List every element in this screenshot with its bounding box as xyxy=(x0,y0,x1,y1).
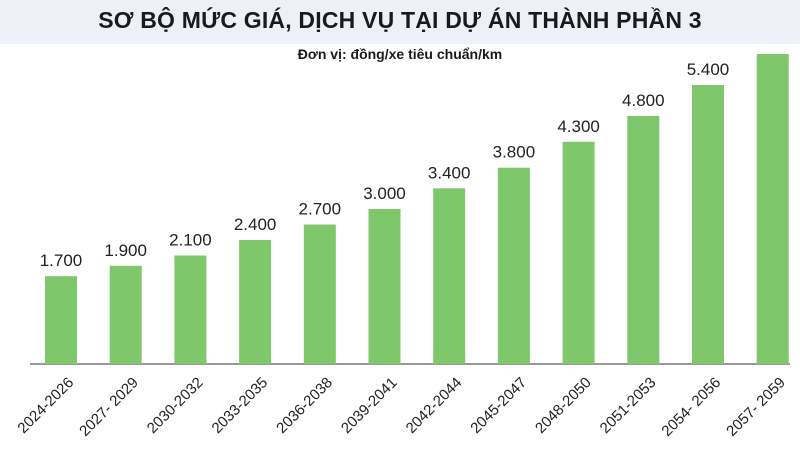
x-tick-label: 2039-2041 xyxy=(338,374,401,437)
bar-2054- 2056 xyxy=(692,85,724,364)
value-labels-group: 1.700 1.900 2.100 2.400 2.700 3.000 3.400 3.800… xyxy=(40,60,730,270)
bar-2051-2053 xyxy=(627,116,660,364)
value-label: 4.300 xyxy=(557,117,600,136)
x-tick-label: 2024-2026 xyxy=(14,374,77,437)
x-tick-label: 2048-2050 xyxy=(532,374,595,437)
value-label: 1.700 xyxy=(40,251,83,270)
value-label: 2.100 xyxy=(169,231,212,250)
x-tick-label: 2042-2044 xyxy=(403,374,466,437)
value-label: 5.400 xyxy=(687,60,730,79)
chart-subtitle: Đơn vị: đồng/xe tiêu chuẩn/km xyxy=(297,46,503,62)
title-band xyxy=(0,0,800,44)
bar-2039-2041 xyxy=(368,209,401,364)
x-tick-label: 2027- 2029 xyxy=(76,374,142,440)
bar-2027- 2029 xyxy=(109,265,142,364)
bar-2048-2050 xyxy=(562,141,595,364)
x-tick-label: 2045-2047 xyxy=(467,374,530,437)
bar-2024-2026 xyxy=(45,276,77,364)
x-tick-label: 2036-2038 xyxy=(273,374,336,437)
value-label: 3.400 xyxy=(428,163,471,182)
x-tick-label: 2051-2053 xyxy=(597,374,660,437)
bar-2042-2044 xyxy=(433,188,466,364)
bar-2033-2035 xyxy=(239,240,272,364)
value-label: 4.800 xyxy=(622,91,665,110)
x-tick-label: 2057- 2059 xyxy=(723,374,789,440)
value-label: 2.400 xyxy=(234,215,277,234)
bar-2030-2032 xyxy=(174,255,207,364)
value-label: 3.000 xyxy=(363,184,406,203)
value-label: 1.900 xyxy=(104,241,147,260)
bar-2036-2038 xyxy=(303,224,336,364)
bar-2045-2047 xyxy=(497,167,530,364)
value-label: 3.800 xyxy=(493,143,536,162)
value-label: 2.700 xyxy=(299,200,342,219)
x-tick-label: 2030-2032 xyxy=(144,374,207,437)
x-tick-label: 2033-2035 xyxy=(209,374,272,437)
x-tick-labels-group: 2024-2026 2027- 2029 2030-2032 2033-2035 203… xyxy=(14,374,788,440)
bars-group xyxy=(45,54,789,364)
chart-title: SƠ BỘ MỨC GIÁ, DỊCH VỤ TẠI DỰ ÁN THÀNH P… xyxy=(98,7,702,33)
bar-2057- 2059 xyxy=(756,54,789,364)
x-tick-label: 2054- 2056 xyxy=(658,374,724,440)
